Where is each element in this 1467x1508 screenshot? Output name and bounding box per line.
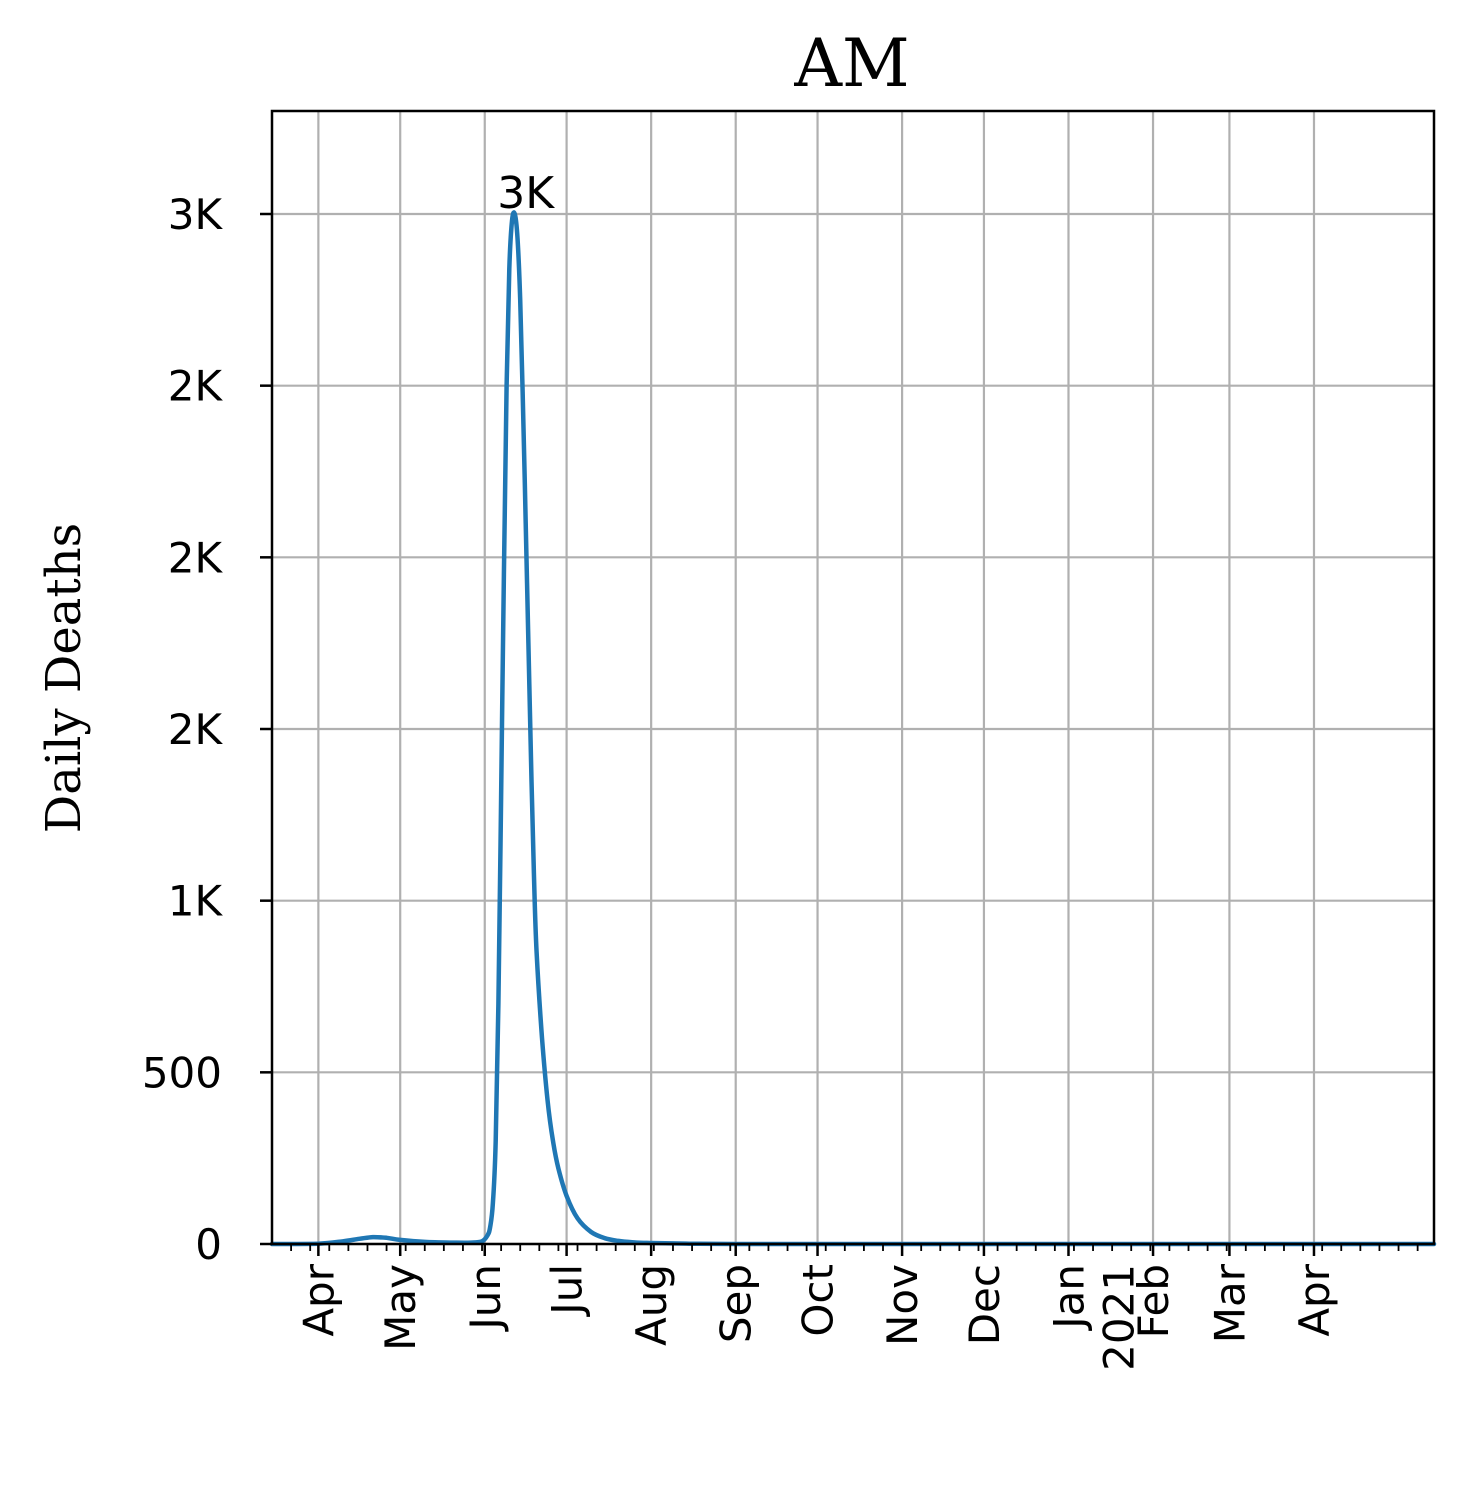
x-tick-label: Aug — [627, 1264, 676, 1346]
y-tick-label: 1K — [168, 877, 224, 926]
y-tick-label: 2K — [168, 705, 224, 754]
y-tick-label: 2K — [168, 362, 224, 411]
y-tick-label: 500 — [142, 1048, 222, 1097]
x-tick-label: Feb — [1129, 1264, 1178, 1338]
x-tick-label: Apr — [294, 1263, 343, 1336]
grid — [272, 111, 1434, 1246]
x-tick-label: Jun — [461, 1264, 510, 1333]
chart-title: AM — [793, 25, 909, 102]
x-tick-label: Apr — [1290, 1263, 1339, 1336]
x-tick-label: Oct — [794, 1264, 843, 1337]
x-tick-label: Jul — [543, 1264, 592, 1318]
y-tick-label: 3K — [168, 190, 224, 239]
x-tick-label: Dec — [960, 1264, 1009, 1345]
plot-frame — [270, 109, 1436, 1246]
x-tick-label: May — [376, 1264, 425, 1351]
x-tick-label: Mar — [1205, 1263, 1254, 1343]
x-tick-label: 2021 — [1094, 1264, 1143, 1371]
peak-annotation: 3K — [497, 168, 555, 219]
x-tick-label: Nov — [878, 1264, 927, 1346]
x-tick-label: Jan — [1044, 1264, 1093, 1332]
series-layer — [269, 210, 1437, 1247]
series-line — [269, 210, 1437, 1247]
y-tick-label: 2K — [168, 533, 224, 582]
axes — [260, 109, 1436, 1256]
x-tick-label: Sep — [712, 1264, 761, 1343]
y-axis-label: Daily Deaths — [36, 523, 92, 834]
y-tick-label: 0 — [195, 1220, 222, 1269]
